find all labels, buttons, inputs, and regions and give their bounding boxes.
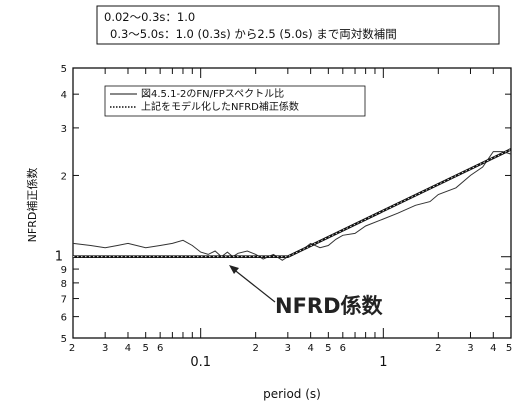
x-tick-label: 2: [435, 343, 441, 354]
y-tick-label: 1: [55, 250, 63, 265]
y-tick-label: 8: [61, 279, 67, 290]
y-tick-label: 2: [61, 171, 67, 182]
x-tick-label: 2: [252, 343, 258, 354]
y-tick-label: 3: [61, 124, 67, 135]
x-tick-label: 6: [157, 343, 163, 354]
x-tick-label: 3: [102, 343, 108, 354]
x-tick-label: 4: [490, 343, 496, 354]
legend-label-model: 上記をモデル化したNFRD補正係数: [141, 100, 299, 113]
y-tick-label: 5: [61, 334, 67, 345]
y-tick-label: 5: [61, 64, 67, 75]
annotation-label: NFRD係数: [275, 294, 384, 318]
annotation-arrow: [231, 267, 276, 303]
x-axis-title: period (s): [263, 387, 321, 401]
legend: 図4.5.1-2のFN/FPスペクトル比 上記をモデル化したNFRD補正係数: [104, 85, 366, 117]
x-tick-label: 5: [506, 343, 512, 354]
series-line-model: [73, 148, 512, 259]
x-tick-label: 4: [125, 343, 131, 354]
x-tick-label: 3: [285, 343, 291, 354]
y-tick-label: 7: [61, 295, 67, 306]
x-tick-label: 3: [467, 343, 473, 354]
y-tick-label: 6: [61, 313, 67, 324]
annotation-arrowhead: [229, 265, 239, 274]
x-tick-label: 5: [325, 343, 331, 354]
x-tick-label: 2: [69, 343, 75, 354]
header-line-1: 0.02～0.3s：1.0: [104, 10, 195, 24]
x-tick-label: 6: [340, 343, 346, 354]
y-axis-title: NFRD補正係数: [26, 168, 39, 243]
x-tick-label: 5: [142, 343, 148, 354]
x-tick-label: 1: [379, 355, 387, 370]
legend-label-spectrum: 図4.5.1-2のFN/FPスペクトル比: [141, 88, 284, 100]
y-tick-label: 9: [61, 265, 67, 276]
axis-ticks: [72, 67, 512, 339]
x-tick-label: 0.1: [190, 355, 211, 370]
annotation: NFRD係数: [229, 265, 384, 318]
x-tick-label: 4: [307, 343, 313, 354]
header-line-2: 0.3～5.0s：1.0 (0.3s) から2.5 (5.0s) まで両対数補間: [110, 27, 397, 41]
y-tick-label: 4: [61, 90, 67, 101]
header-box: 0.02～0.3s：1.0 0.3～5.0s：1.0 (0.3s) から2.5 …: [96, 5, 500, 45]
series-layer: [72, 148, 512, 261]
plot-frame: [72, 67, 512, 339]
series-line-spectrum: [72, 151, 512, 261]
series-line-model-dots: [73, 148, 512, 258]
